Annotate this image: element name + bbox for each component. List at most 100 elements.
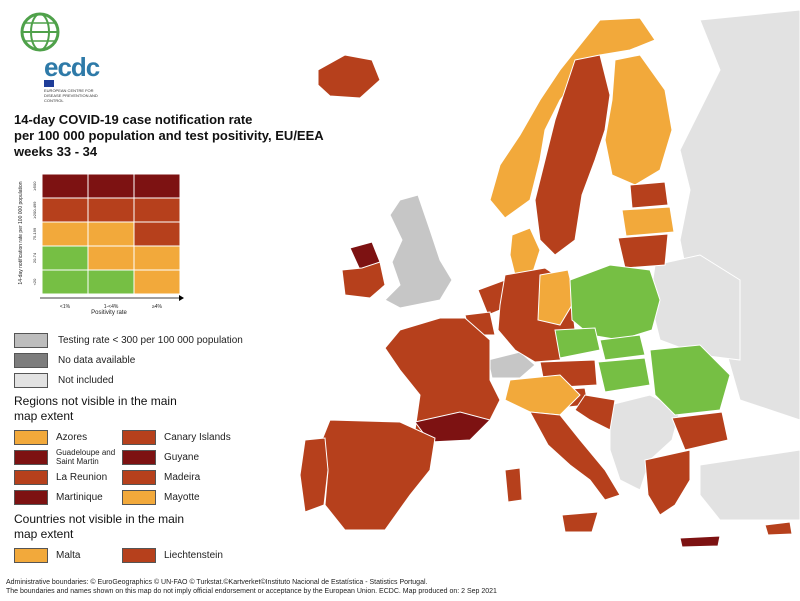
regions-list: Azores Canary Islands Guadeloupe and Saint… bbox=[14, 428, 344, 506]
matrix-cell-0-0 bbox=[41, 173, 89, 199]
region-sardinia bbox=[504, 467, 523, 503]
matrix-x-tick: ≥4% bbox=[152, 304, 163, 310]
logo-wordmark: ecdc bbox=[44, 52, 100, 82]
region-item: Mayotte bbox=[122, 488, 272, 506]
region-label: Martinique bbox=[56, 491, 103, 503]
region-finland bbox=[604, 54, 673, 186]
region-czechia bbox=[554, 327, 601, 359]
matrix-x-axis-label: Positivity rate bbox=[91, 310, 127, 316]
swatch-not-included bbox=[14, 372, 48, 388]
region-label: La Reunion bbox=[56, 471, 108, 483]
matrix-x-tick: <1% bbox=[60, 304, 71, 310]
matrix-cell-3-2 bbox=[133, 245, 181, 271]
region-swatch bbox=[122, 429, 156, 445]
region-swatch bbox=[14, 489, 48, 505]
ecdc-logo: ecdc EUROPEAN CENTRE FOR DISEASE PREVENT… bbox=[14, 12, 104, 103]
regions-header: Regions not visible in the main map exte… bbox=[14, 394, 177, 423]
swatch-no-data bbox=[14, 352, 48, 368]
region-item: Guyane bbox=[122, 448, 272, 466]
legend-testing-rate-label: Testing rate < 300 per 100 000 populatio… bbox=[58, 334, 243, 346]
matrix-cell-1-2 bbox=[133, 197, 181, 223]
footer-line-2: The boundaries and names shown on this m… bbox=[6, 588, 497, 595]
region-estonia bbox=[629, 181, 669, 209]
country-swatch bbox=[122, 547, 156, 563]
matrix-cell-4-2 bbox=[133, 269, 181, 295]
region-label: Azores bbox=[56, 431, 88, 443]
region-switzerland bbox=[487, 351, 536, 379]
region-swatch bbox=[14, 429, 48, 445]
region-greece bbox=[644, 449, 691, 516]
region-croatia bbox=[574, 394, 616, 431]
region-swatch bbox=[122, 469, 156, 485]
legend-no-data: No data available bbox=[14, 350, 344, 370]
region-label: Guadeloupe and Saint Martin bbox=[56, 448, 116, 466]
matrix-y-tick: 20-74 bbox=[32, 252, 37, 263]
matrix-cell-2-2 bbox=[133, 221, 181, 247]
region-slovakia bbox=[599, 334, 646, 361]
region-label: Guyane bbox=[164, 451, 200, 463]
region-swatch bbox=[122, 489, 156, 505]
region-cyprus bbox=[764, 521, 793, 536]
region-label: Madeira bbox=[164, 471, 201, 483]
country-item: Malta bbox=[14, 546, 122, 564]
region-portugal bbox=[299, 437, 329, 513]
matrix-cell-4-0 bbox=[41, 269, 89, 295]
matrix-cell-2-0 bbox=[41, 221, 89, 247]
globe-icon bbox=[20, 12, 60, 52]
region-turkey bbox=[699, 449, 800, 521]
footer-line-1: Administrative boundaries: © EuroGeograp… bbox=[6, 579, 428, 586]
matrix-x-tick: 1-<4% bbox=[104, 304, 119, 310]
matrix-cell-0-1 bbox=[87, 173, 135, 199]
map-legend: Testing rate < 300 per 100 000 populatio… bbox=[14, 330, 344, 564]
region-item: Azores bbox=[14, 428, 122, 446]
region-italy bbox=[529, 411, 621, 501]
region-iceland bbox=[317, 54, 381, 99]
matrix-y-tick: ≥200-499 bbox=[32, 201, 37, 219]
region-bulgaria bbox=[671, 411, 729, 451]
region-norway bbox=[489, 17, 656, 219]
legend-not-included: Not included bbox=[14, 370, 344, 390]
region-label: Mayotte bbox=[164, 491, 200, 503]
country-item: Liechtenstein bbox=[122, 546, 272, 564]
rate-positivity-matrix: 14-day notification rate per 100 000 pop… bbox=[18, 173, 184, 316]
region-label: Canary Islands bbox=[164, 431, 231, 443]
region-swatch bbox=[14, 449, 48, 465]
region-germany-east bbox=[537, 269, 576, 326]
region-lithuania bbox=[617, 233, 669, 269]
region-poland bbox=[569, 264, 661, 341]
matrix-y-axis-label: 14-day notification rate per 100 000 pop… bbox=[18, 181, 24, 284]
matrix-y-tick: 75-199 bbox=[32, 227, 37, 240]
matrix-cell-4-1 bbox=[87, 269, 135, 295]
region-latvia bbox=[621, 206, 675, 237]
country-label: Malta bbox=[56, 549, 81, 561]
logo-subtitle-text: EUROPEAN CENTRE FOR DISEASE PREVENTION A… bbox=[44, 88, 98, 104]
logo-subtitle: EUROPEAN CENTRE FOR DISEASE PREVENTION A… bbox=[44, 80, 104, 103]
region-ireland bbox=[341, 261, 386, 299]
map-footer: Administrative boundaries: © EuroGeograp… bbox=[6, 578, 796, 596]
matrix-y-tick: <20 bbox=[32, 278, 37, 286]
matrix-cell-2-1 bbox=[87, 221, 135, 247]
swatch-testing-rate bbox=[14, 332, 48, 348]
matrix-cell-1-1 bbox=[87, 197, 135, 223]
region-item: Madeira bbox=[122, 468, 272, 486]
countries-header: Countries not visible in the main map ex… bbox=[14, 512, 185, 541]
region-item: Martinique bbox=[14, 488, 122, 506]
matrix-cell-3-1 bbox=[87, 245, 135, 271]
country-label: Liechtenstein bbox=[164, 549, 223, 561]
legend-no-data-label: No data available bbox=[58, 354, 136, 366]
region-sweden bbox=[534, 54, 611, 256]
country-swatch bbox=[14, 547, 48, 563]
region-denmark bbox=[509, 227, 541, 276]
matrix-x-arrowhead bbox=[179, 295, 184, 301]
region-sicily bbox=[561, 511, 599, 533]
countries-list: Malta Liechtenstein bbox=[14, 546, 344, 564]
eu-flag-icon bbox=[44, 80, 54, 87]
region-swatch bbox=[14, 469, 48, 485]
matrix-cell-1-0 bbox=[41, 197, 89, 223]
region-swatch bbox=[122, 449, 156, 465]
region-item: Guadeloupe and Saint Martin bbox=[14, 448, 122, 466]
map-title: 14-day COVID-19 case notification rate p… bbox=[14, 112, 324, 159]
matrix-cell-3-0 bbox=[41, 245, 89, 271]
region-crete bbox=[679, 535, 721, 548]
